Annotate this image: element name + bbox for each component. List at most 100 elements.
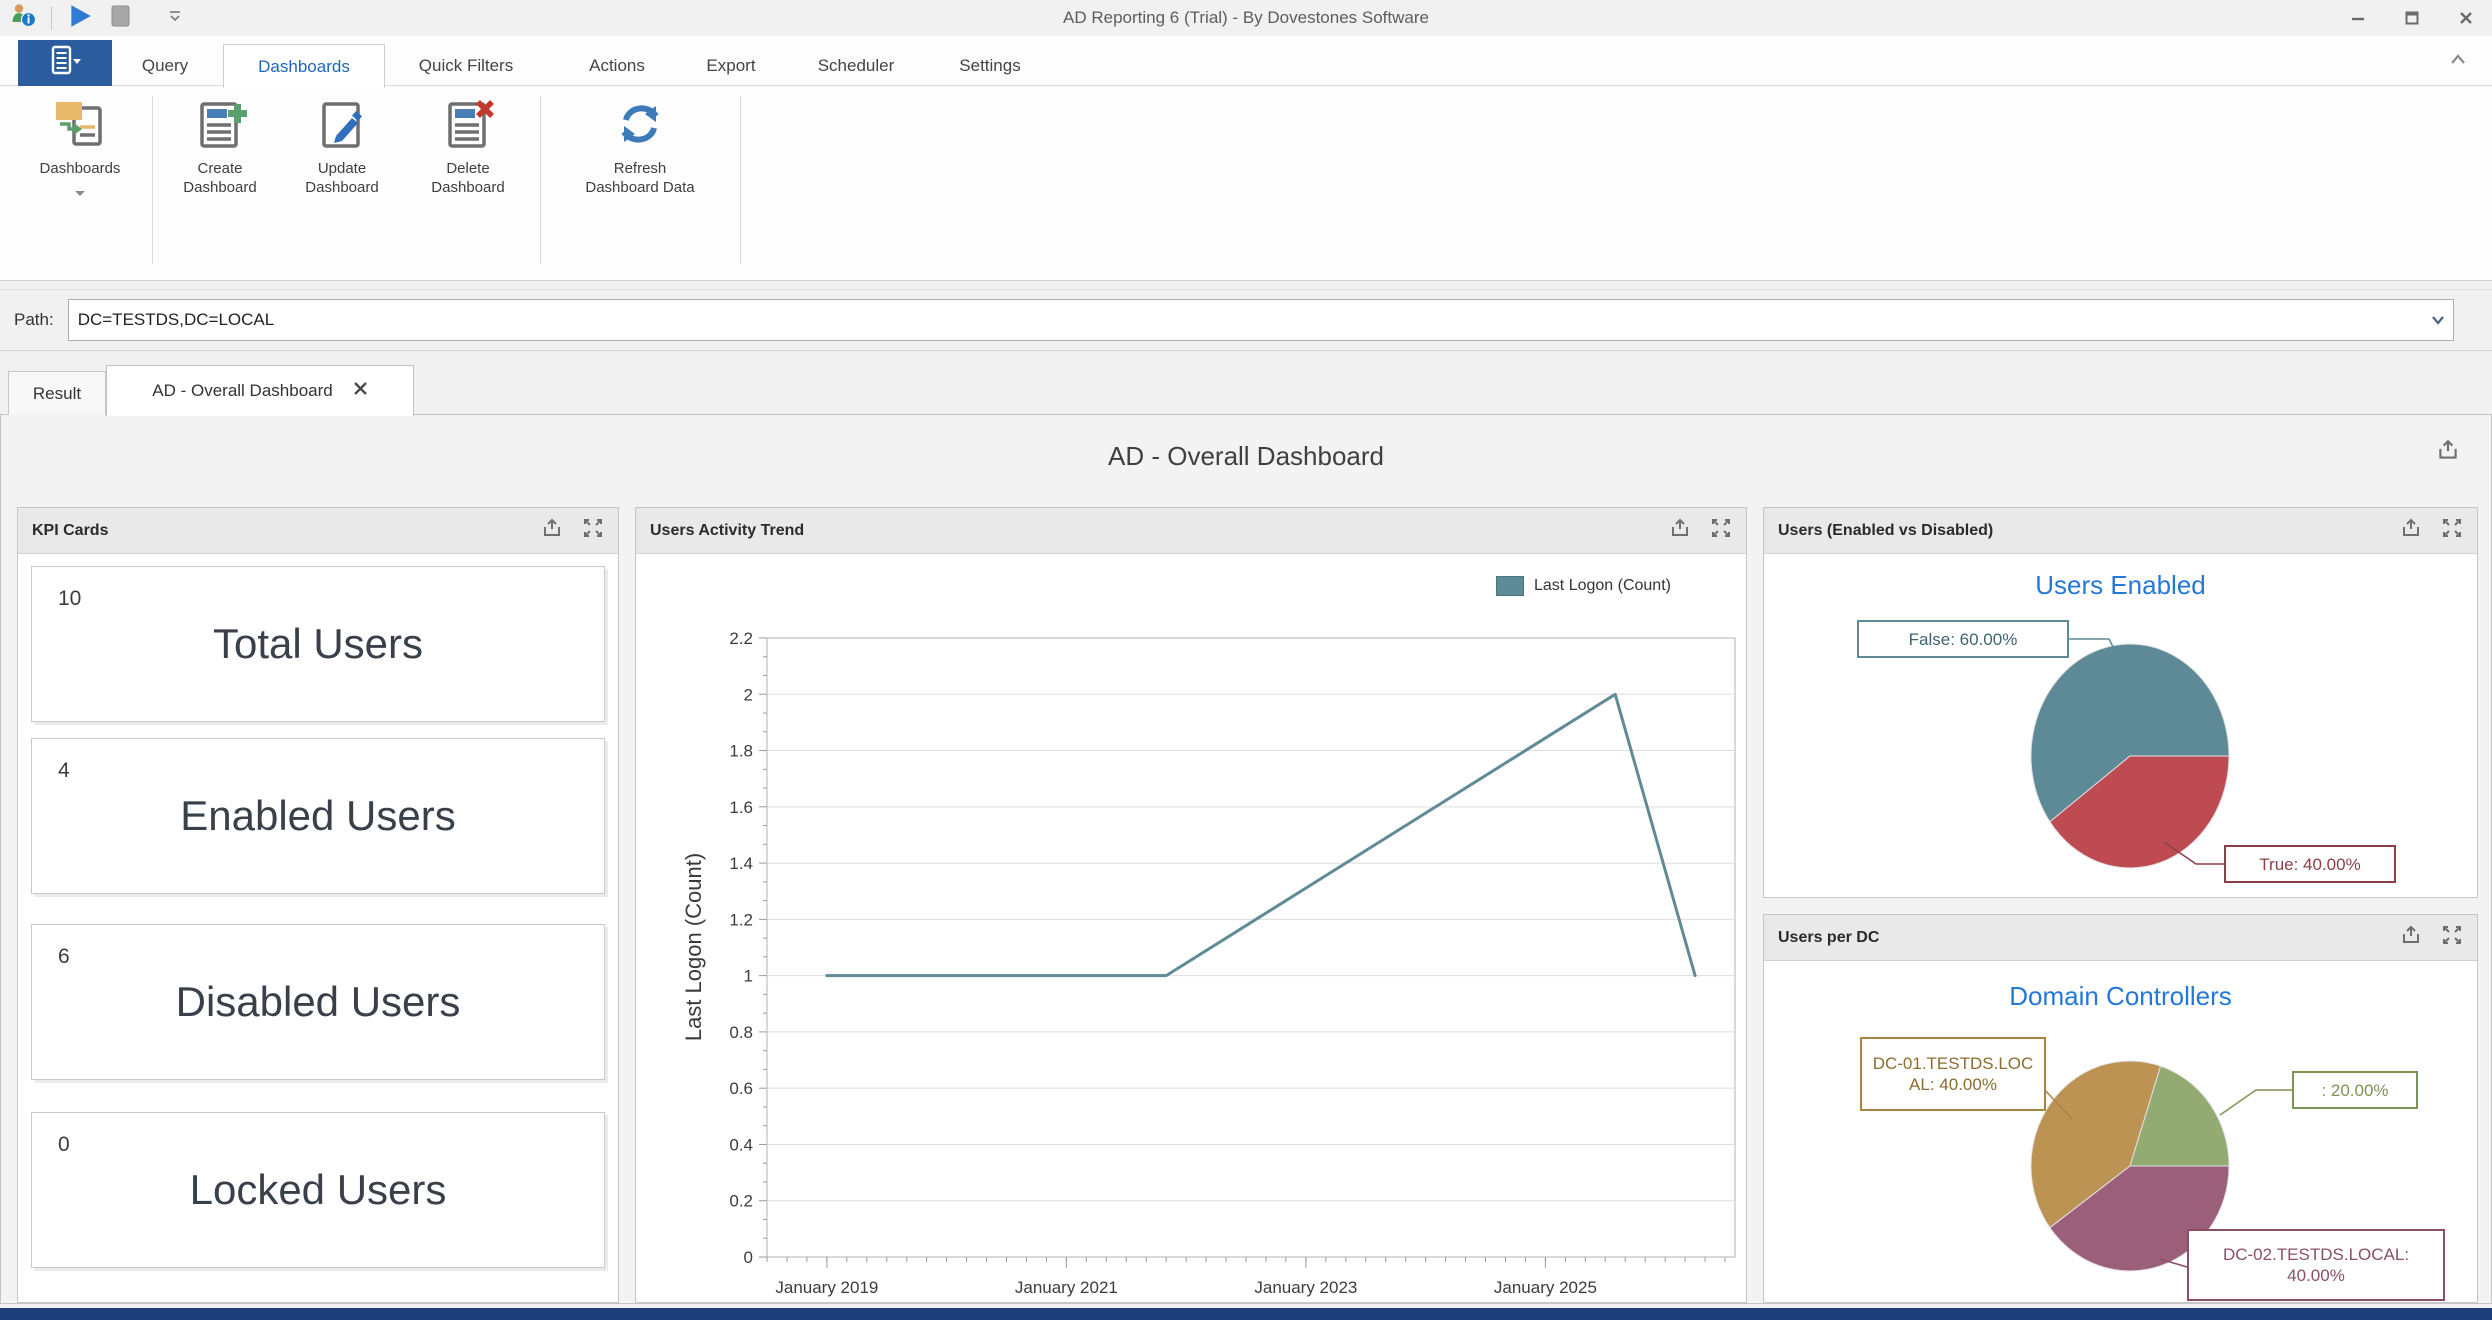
kpi-card-disabled-users: 6 Disabled Users — [31, 924, 605, 1080]
tab-ad-overall-dashboard[interactable]: AD - Overall Dashboard — [106, 365, 414, 416]
title-bar: AD Reporting 6 (Trial) - By Dovestones S… — [0, 0, 2492, 36]
svg-text:0.8: 0.8 — [729, 1023, 753, 1042]
maximize-panel-icon[interactable] — [582, 517, 604, 544]
minimize-icon[interactable] — [2346, 6, 2370, 30]
refresh-icon — [612, 96, 668, 152]
ribbon-tab-export[interactable]: Export — [692, 44, 770, 87]
maximize-panel-icon[interactable] — [2441, 517, 2463, 544]
kpi-label: Enabled Users — [32, 739, 604, 893]
callout-connector — [2220, 1090, 2292, 1115]
panel-kpi-title: KPI Cards — [32, 522, 108, 540]
refresh-dashboard-data-label: Refresh Dashboard Data — [579, 159, 701, 197]
panel-users-per-dc: Users per DC Domain Controllers — [1763, 914, 2478, 1303]
y-axis-title: Last Logon (Count) — [681, 853, 707, 1041]
panel-pie2-header: Users per DC — [1764, 915, 2477, 961]
panel-pie2-title: Users per DC — [1778, 929, 1879, 947]
callout-dc01: DC-01.TESTDS.LOCAL: 40.00% — [1860, 1037, 2046, 1111]
tab-result[interactable]: Result — [8, 371, 106, 415]
svg-text:0.2: 0.2 — [729, 1192, 753, 1211]
svg-text:1: 1 — [744, 967, 753, 986]
ribbon-separator — [740, 96, 741, 264]
ribbon: Dashboards Create Dashboard — [0, 86, 2492, 281]
maximize-icon[interactable] — [2400, 6, 2424, 30]
chevron-up-icon[interactable] — [2448, 52, 2468, 71]
path-input[interactable] — [68, 299, 2454, 341]
svg-text:0.4: 0.4 — [729, 1135, 753, 1154]
panel-kpi-cards: KPI Cards 10 Total Users 4 E — [17, 507, 619, 1303]
kpi-value: 10 — [58, 587, 81, 611]
ribbon-separator — [540, 96, 541, 264]
ribbon-tab-settings[interactable]: Settings — [942, 44, 1038, 87]
delete-dashboard-button[interactable]: Delete Dashboard — [408, 96, 528, 197]
ribbon-tab-row: Query Dashboards Quick Filters Actions E… — [0, 36, 2492, 86]
kpi-value: 6 — [58, 945, 70, 969]
svg-text:January 2025: January 2025 — [1494, 1278, 1597, 1297]
export-icon[interactable] — [2435, 437, 2461, 468]
maximize-panel-icon[interactable] — [1710, 517, 1732, 544]
list-menu-icon — [45, 43, 85, 84]
panel-users-activity-trend: Users Activity Trend 00.20.40.60.811.21.… — [635, 507, 1747, 1303]
dashboards-button-label: Dashboards — [40, 159, 121, 178]
create-dashboard-label: Create Dashboard — [176, 159, 264, 197]
window-title: AD Reporting 6 (Trial) - By Dovestones S… — [0, 0, 2492, 36]
pie2-body: Domain Controllers DC-01.TESTDS.LOCAL: 4… — [1764, 961, 2477, 1302]
kpi-value: 4 — [58, 759, 70, 783]
trend-chart-svg[interactable]: 00.20.40.60.811.21.41.61.822.2January 20… — [636, 554, 1746, 1303]
maximize-panel-icon[interactable] — [2441, 924, 2463, 951]
kpi-label: Disabled Users — [32, 925, 604, 1079]
kpi-label: Total Users — [32, 567, 604, 721]
path-label: Path: — [14, 310, 54, 330]
chevron-down-icon[interactable] — [2430, 313, 2446, 332]
dashboards-button[interactable]: Dashboards — [18, 96, 142, 202]
update-dashboard-button[interactable]: Update Dashboard — [286, 96, 398, 197]
app-menu-button[interactable] — [18, 40, 112, 86]
path-bar: Path: — [0, 289, 2492, 351]
panel-pie1-header: Users (Enabled vs Disabled) — [1764, 508, 2477, 554]
pie2-chart-title: Domain Controllers — [1764, 981, 2477, 1012]
export-icon[interactable] — [2399, 923, 2423, 952]
callout-dc02: DC-02.TESTDS.LOCAL: 40.00% — [2187, 1229, 2445, 1301]
svg-text:1.8: 1.8 — [729, 742, 753, 761]
ribbon-separator — [152, 96, 153, 264]
legend-label: Last Logon (Count) — [1534, 577, 1671, 595]
ribbon-tab-actions[interactable]: Actions — [572, 44, 662, 87]
panel-trend-title: Users Activity Trend — [650, 522, 804, 540]
bottom-accent-bar — [0, 1308, 2492, 1320]
update-dashboard-icon — [314, 96, 370, 152]
create-dashboard-button[interactable]: Create Dashboard — [164, 96, 276, 197]
legend-swatch — [1496, 576, 1524, 596]
close-tab-icon[interactable] — [353, 381, 368, 401]
document-tab-strip: Result AD - Overall Dashboard — [0, 351, 2492, 415]
export-icon[interactable] — [1668, 516, 1692, 545]
dashboard-surface: AD - Overall Dashboard KPI Cards — [0, 415, 2492, 1303]
kpi-card-enabled-users: 4 Enabled Users — [31, 738, 605, 894]
kpi-value: 0 — [58, 1133, 70, 1157]
callout-true: True: 40.00% — [2224, 845, 2396, 883]
export-icon[interactable] — [2399, 516, 2423, 545]
pie1-body: Users Enabled False: 60.00% True: 40.00% — [1764, 554, 2477, 897]
ribbon-tab-dashboards[interactable]: Dashboards — [223, 44, 385, 88]
update-dashboard-label: Update Dashboard — [298, 159, 386, 197]
panel-trend-header: Users Activity Trend — [636, 508, 1746, 554]
close-icon[interactable] — [2454, 6, 2478, 30]
panel-users-enabled-vs-disabled: Users (Enabled vs Disabled) Users Enable… — [1763, 507, 2478, 898]
dashboards-icon — [52, 96, 108, 152]
delete-dashboard-label: Delete Dashboard — [424, 159, 512, 197]
svg-text:1.4: 1.4 — [729, 854, 753, 873]
svg-text:1.6: 1.6 — [729, 798, 753, 817]
callout-unknown-dc: : 20.00% — [2292, 1071, 2418, 1109]
svg-text:0: 0 — [744, 1248, 753, 1267]
ribbon-tab-query[interactable]: Query — [130, 44, 200, 87]
dashboard-title: AD - Overall Dashboard — [1, 441, 2491, 472]
svg-text:0.6: 0.6 — [729, 1079, 753, 1098]
ribbon-tab-quick-filters[interactable]: Quick Filters — [405, 44, 527, 87]
ribbon-tab-scheduler[interactable]: Scheduler — [800, 44, 912, 87]
refresh-dashboard-data-button[interactable]: Refresh Dashboard Data — [552, 96, 728, 197]
panel-pie1-title: Users (Enabled vs Disabled) — [1778, 522, 1993, 540]
trend-body: 00.20.40.60.811.21.41.61.822.2January 20… — [636, 554, 1746, 1303]
svg-text:January 2019: January 2019 — [775, 1278, 878, 1297]
svg-text:2: 2 — [744, 685, 753, 704]
delete-dashboard-icon — [440, 96, 496, 152]
export-icon[interactable] — [540, 516, 564, 545]
kpi-label: Locked Users — [32, 1113, 604, 1267]
